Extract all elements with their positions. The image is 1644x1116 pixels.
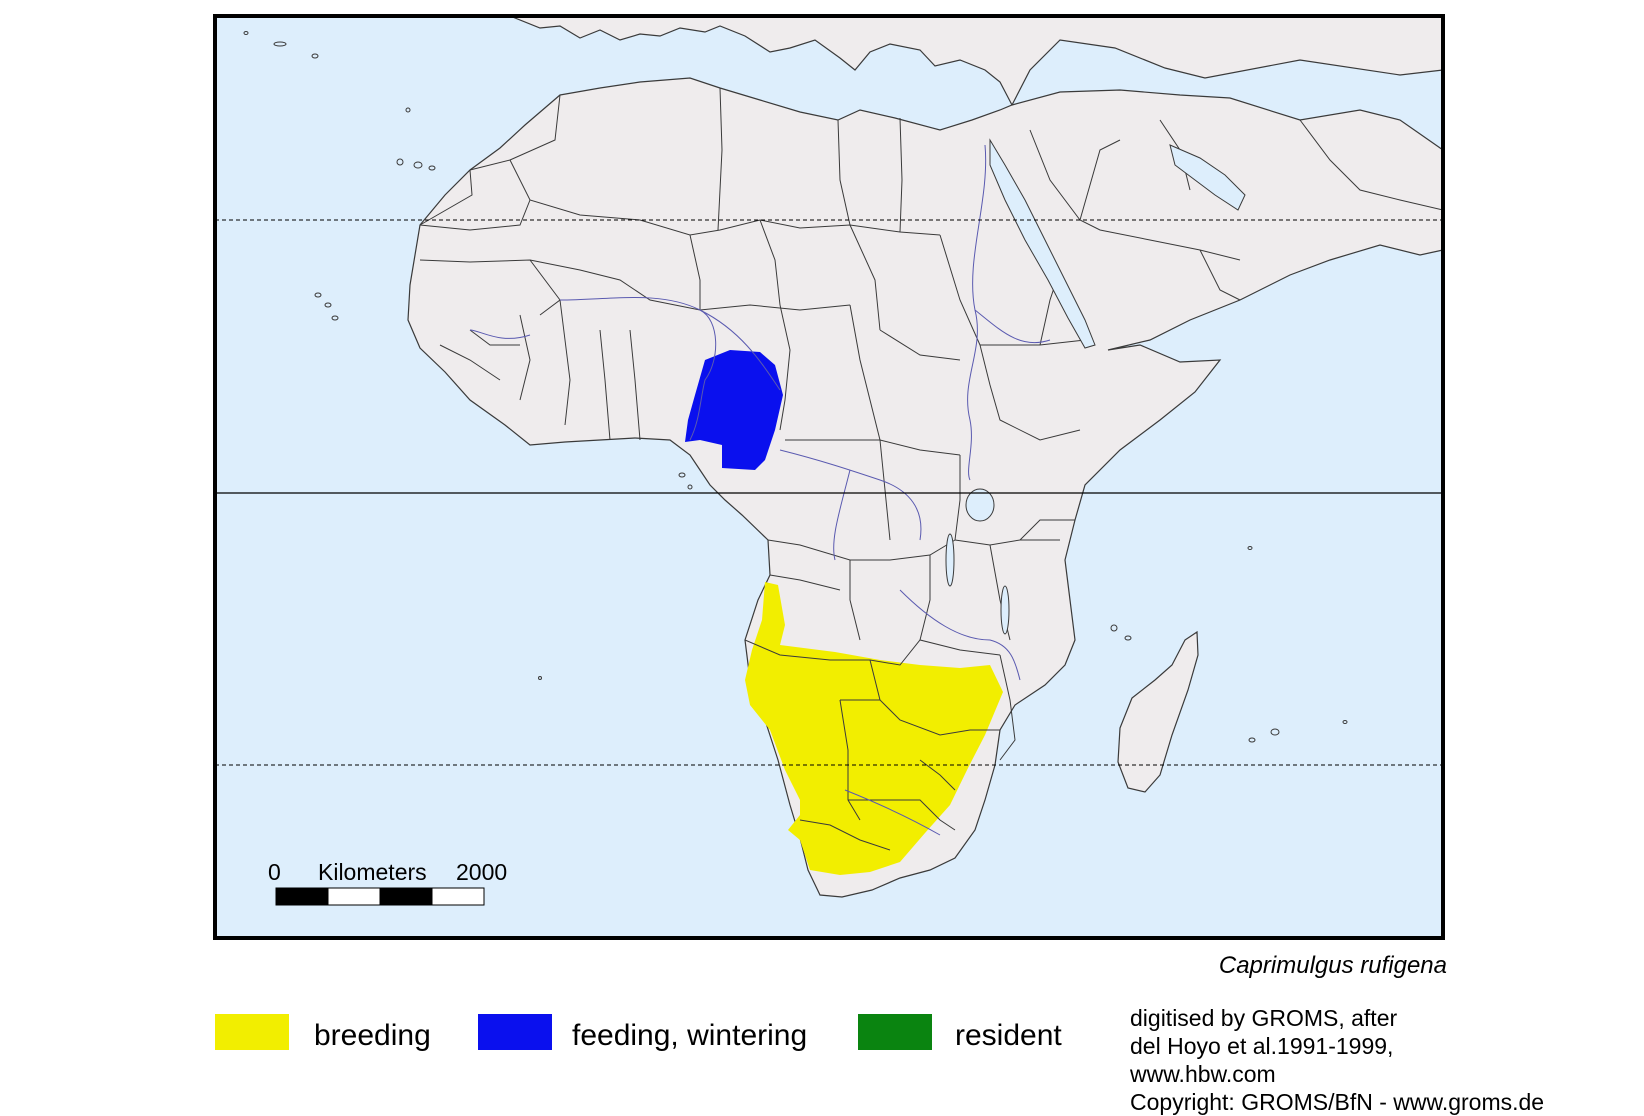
- map-frame: [213, 14, 1445, 940]
- legend-label-breeding: breeding: [314, 1019, 431, 1052]
- feeding-range: [685, 350, 783, 470]
- breeding-range: [745, 582, 1003, 875]
- legend-swatch-feeding-wintering: [478, 1014, 552, 1050]
- madagascar: [1117, 630, 1199, 793]
- europe-landmass: [509, 16, 1443, 107]
- credits-line-1: digitised by GROMS, after: [1130, 1005, 1398, 1031]
- country-borders: [419, 87, 1443, 851]
- scale-segment-4: [431, 887, 485, 906]
- scale-unit-label: Kilometers: [318, 859, 427, 885]
- scale-segment-3: [379, 887, 433, 906]
- red-sea: [989, 138, 1096, 349]
- lake-victoria: [965, 488, 995, 522]
- lake-tanganyika: [945, 533, 955, 587]
- africa-landmass: [407, 77, 1443, 898]
- credits: digitised by GROMS, after del Hoyo et al…: [1130, 1004, 1544, 1116]
- species-name: Caprimulgus rufigena: [1218, 952, 1447, 979]
- scale-segment-1: [275, 887, 329, 906]
- islands: [243, 31, 1348, 743]
- scale-bar: 0 Kilometers 2000: [268, 859, 507, 906]
- persian-gulf: [1169, 144, 1246, 211]
- legend-label-feeding-wintering: feeding, wintering: [572, 1019, 808, 1052]
- credits-line-3: www.hbw.com: [1130, 1061, 1276, 1087]
- scale-zero-label: 0: [268, 859, 281, 885]
- rivers: [469, 144, 1051, 836]
- lake-malawi: [1000, 585, 1010, 635]
- legend-swatch-breeding: [215, 1014, 289, 1050]
- legend-swatch-resident: [858, 1014, 932, 1050]
- scale-max-label: 2000: [456, 859, 507, 885]
- legend-label-resident: resident: [955, 1019, 1062, 1052]
- credits-line-4: Copyright: GROMS/BfN - www.groms.de: [1130, 1089, 1545, 1115]
- scale-segment-2: [327, 887, 381, 906]
- credits-line-2: del Hoyo et al.1991-1999,: [1130, 1033, 1394, 1059]
